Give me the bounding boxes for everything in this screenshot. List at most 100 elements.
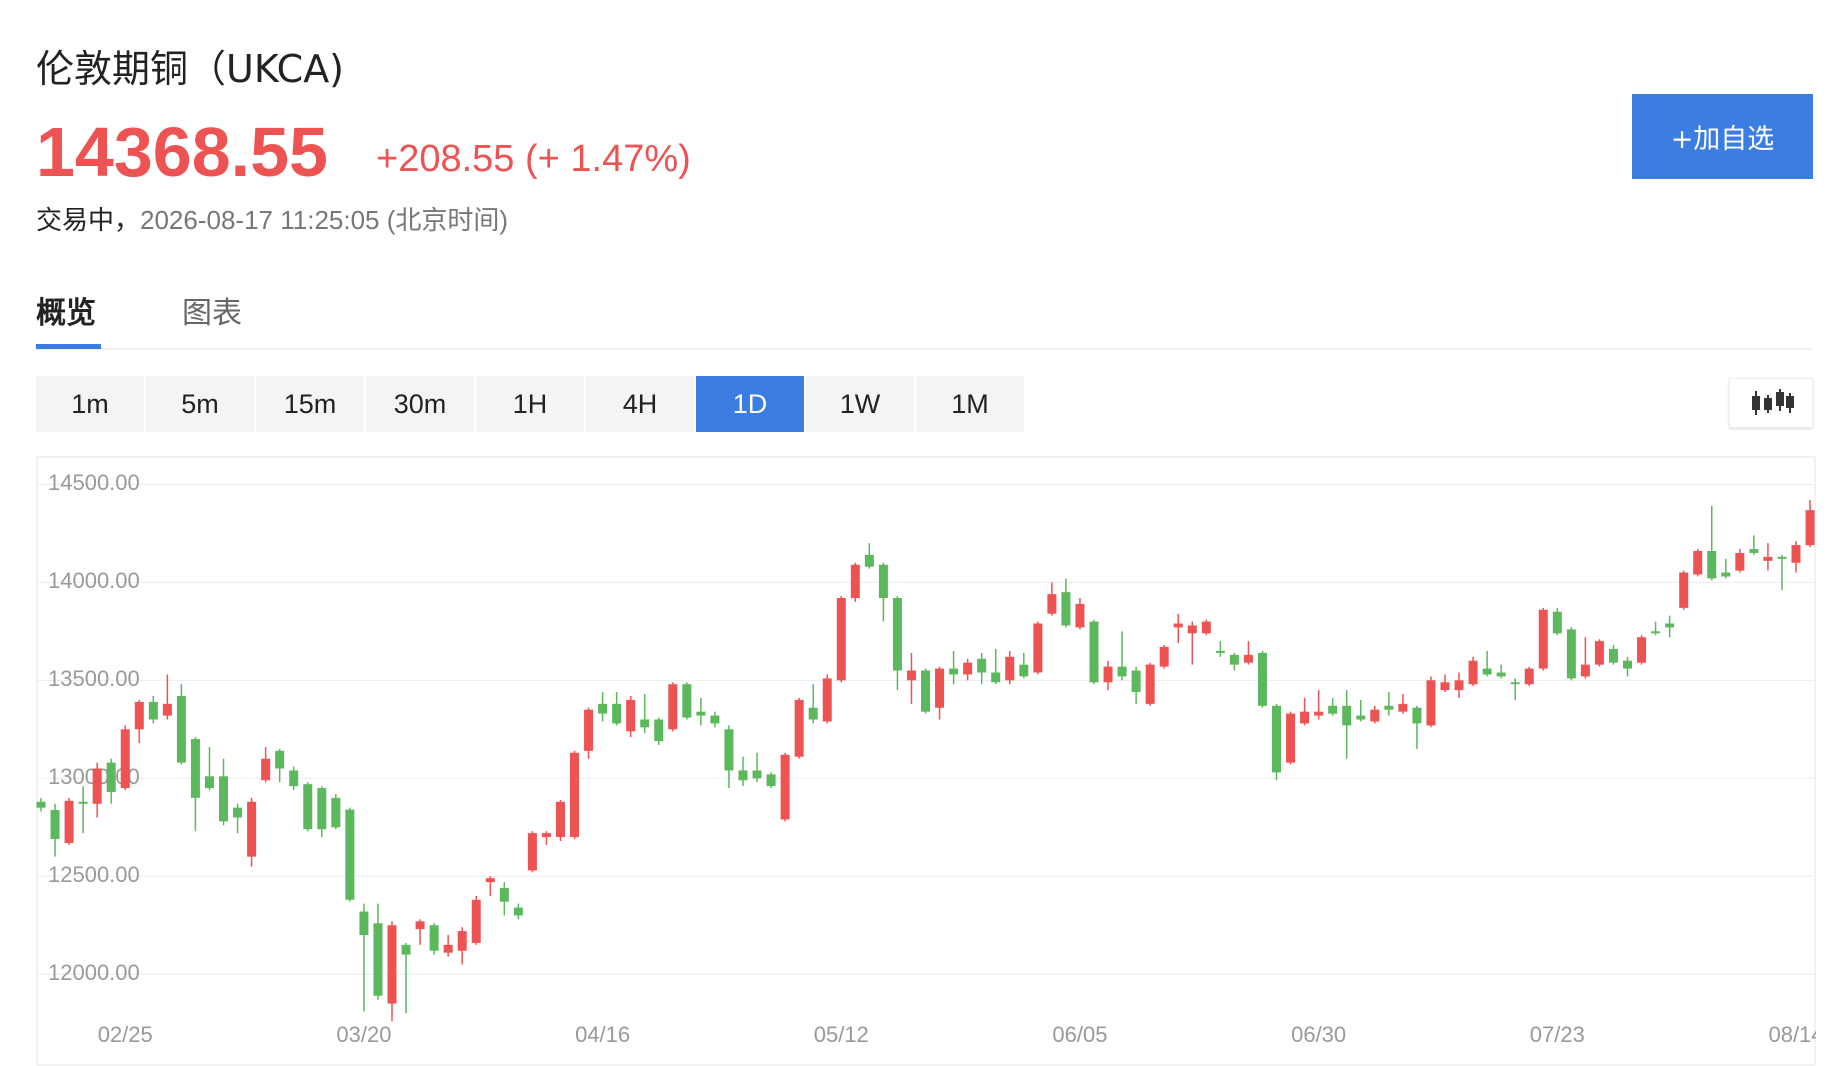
candle-body [780,754,790,820]
candle-body [1033,623,1043,673]
candle-body [1201,621,1211,634]
candle-body [1229,654,1239,665]
candle-body [1693,551,1703,575]
interval-button[interactable]: 5m [146,376,254,432]
candle-body [682,684,692,718]
candle-body [1047,594,1057,614]
candle-body [219,776,229,822]
status-text: 交易中， [36,206,141,236]
candle-body [190,739,200,798]
candle-body [429,925,439,951]
candle-body [1552,611,1562,634]
x-tick-label: 08/14 [1768,1022,1823,1047]
candle-body [1286,713,1296,763]
candle-body [1679,572,1689,608]
candle-body [752,770,762,779]
candle-body [1300,711,1310,724]
candle-body [570,752,580,838]
candle-body [1257,652,1267,706]
candle-body [359,911,369,936]
candle-body [1370,709,1380,722]
candle-body [317,788,327,830]
candle-body [1805,510,1815,546]
candle-body [148,701,158,720]
y-tick-label: 12500.00 [48,862,140,887]
candle-body [836,598,846,681]
candle-body [275,750,285,769]
candle-body [1637,637,1647,663]
candle-body [1524,668,1534,685]
chart-type-button[interactable] [1729,378,1813,428]
candle-body [1665,623,1675,628]
candle-body [1763,556,1773,561]
candle-body [485,878,495,883]
candle-body [892,598,902,671]
x-tick-label: 03/20 [336,1022,391,1047]
candle-body [1215,650,1225,653]
candle-body [499,888,509,902]
x-tick-label: 04/16 [575,1022,630,1047]
interval-button[interactable]: 1W [806,376,914,432]
candle-body [92,768,102,804]
candle-body [1468,660,1478,685]
x-tick-label: 06/30 [1291,1022,1346,1047]
candle-body [1735,552,1745,571]
y-tick-label: 12000.00 [48,960,140,985]
interval-button[interactable]: 1H [476,376,584,432]
interval-button[interactable]: 1m [36,376,144,432]
candle-body [1075,603,1085,628]
tab[interactable]: 图表 [182,296,242,331]
time: 2026-08-17 11:25:05 (北京时间) [140,205,509,235]
candle-body [710,715,720,724]
candle-body [794,699,804,757]
candle-body [808,707,818,720]
candle-body [1159,647,1169,667]
candle-body [345,809,355,900]
candle-body [822,678,832,722]
candle-body [738,770,748,781]
candle-body [1721,572,1731,577]
candle-body [1272,705,1282,773]
candle-body [401,944,411,955]
candle-body [977,658,987,673]
candle-body [1117,666,1127,677]
candle-body [1623,660,1633,669]
candle-body [134,701,144,730]
candle-body [724,729,734,771]
interval-button[interactable]: 30m [366,376,474,432]
x-tick-label: 02/25 [98,1022,153,1047]
candle-body [1496,672,1506,677]
title: 伦敦期铜（UKCA) [36,47,345,91]
candle-body [50,810,60,840]
candle-body [443,944,453,953]
candle-body [457,931,467,951]
candle-body [1426,680,1436,726]
candle-body [289,770,299,787]
x-tick-label: 05/12 [814,1022,869,1047]
candle-body [598,703,608,714]
interval-button[interactable]: 1M [916,376,1024,432]
candle-body [106,762,116,793]
candle-body [696,711,706,716]
candle-body [373,923,383,996]
interval-button[interactable]: 4H [586,376,694,432]
tabs-divider [36,348,1812,350]
price: 14368.55 [36,113,328,191]
chart-frame [36,456,1816,1066]
x-tick-label: 06/05 [1052,1022,1107,1047]
candle-body [1440,682,1450,691]
candle-body [120,729,130,789]
candle-body [1384,705,1394,710]
add-watchlist[interactable]: +加自选 [1632,94,1813,179]
interval-button[interactable]: 15m [256,376,364,432]
candle-body [626,699,636,732]
tab[interactable]: 概览 [36,296,96,331]
x-tick-label: 07/23 [1530,1022,1585,1047]
candle-body [1243,654,1253,663]
interval-button[interactable]: 1D [696,376,804,432]
y-tick-label: 14000.00 [48,568,140,593]
candle-body [921,670,931,712]
tab-underline [36,344,101,349]
change-value: +208.55 [376,138,515,180]
